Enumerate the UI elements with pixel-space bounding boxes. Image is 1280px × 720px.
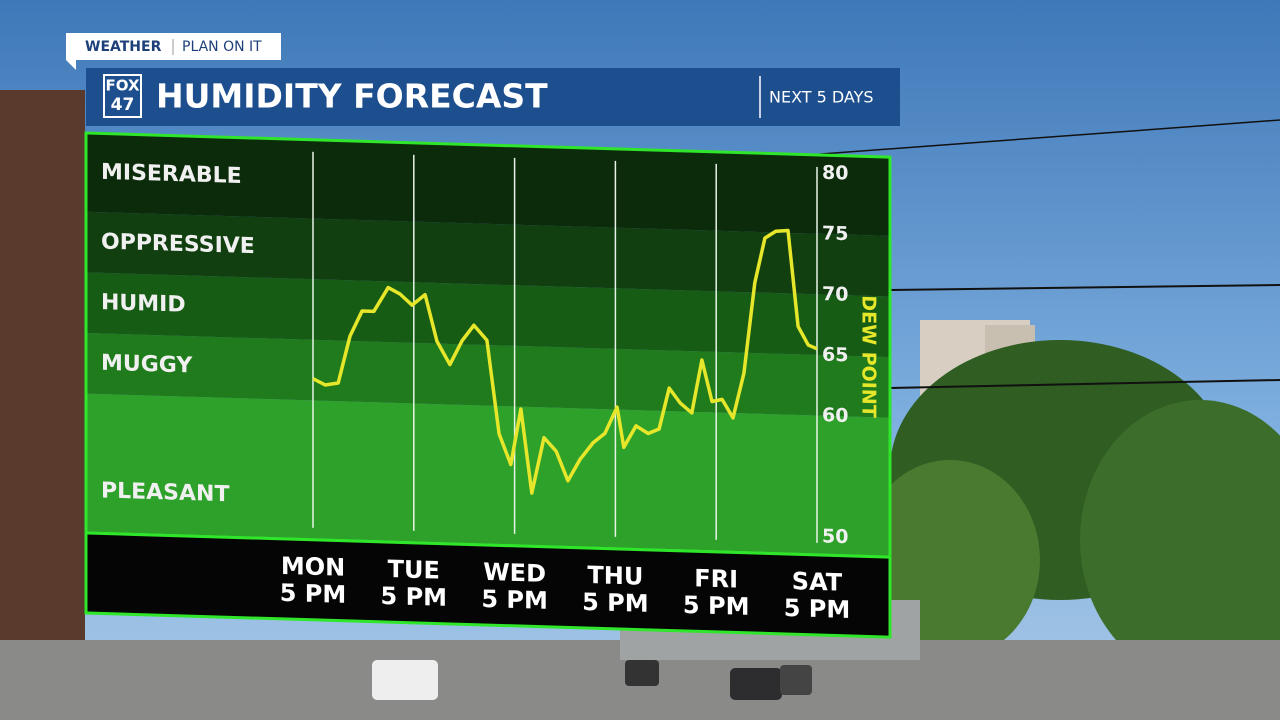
x-tick-label: 5 PM (683, 591, 750, 621)
x-tick-label: WED (483, 558, 546, 588)
y-tick-label: 80 (822, 162, 848, 185)
y-tick-label: 75 (822, 222, 848, 245)
band-label: OPPRESSIVE (101, 230, 255, 260)
chart-title: HUMIDITY FORECAST (156, 77, 548, 116)
chart-panel: PLEASANT MUGGY HUMID OPPRESSIVE MISERABLE MON… (84, 131, 892, 639)
tagline: PLAN ON IT (182, 39, 262, 55)
y-tick-label: 60 (822, 404, 848, 427)
x-tick-label: 5 PM (280, 579, 347, 609)
comfort-band (86, 393, 890, 558)
y-tick-label: 65 (822, 344, 848, 367)
x-tick-label: MON (281, 552, 345, 582)
comfort-band (86, 133, 890, 236)
band-label: MUGGY (101, 351, 193, 379)
x-tick-label: THU (587, 561, 643, 591)
dew-point-line (312, 228, 818, 495)
comfort-band (86, 333, 890, 418)
x-tick-label: 5 PM (481, 585, 548, 615)
chart-subtitle: NEXT 5 DAYS (769, 88, 874, 107)
brand: WEATHER (85, 39, 162, 55)
x-tick-label: 5 PM (582, 588, 649, 618)
street-background (0, 90, 1280, 720)
comfort-band (86, 211, 890, 297)
x-tick-label: 5 PM (784, 594, 851, 624)
band-label: MISERABLE (101, 160, 242, 189)
x-tick-label: 5 PM (381, 582, 448, 612)
x-tick-label: FRI (694, 564, 738, 593)
band-label: PLEASANT (101, 478, 229, 507)
title-bar (86, 68, 900, 126)
band-label: HUMID (101, 290, 186, 318)
comfort-band (86, 272, 890, 358)
y-tick-label: 70 (822, 283, 848, 306)
x-tick-label: SAT (792, 567, 843, 597)
logo-text: 47 (111, 95, 135, 115)
brand-tab-tail (66, 60, 76, 70)
y-tick-label: 50 (822, 525, 848, 548)
label-strip (84, 531, 892, 639)
header: WEATHER PLAN ON IT FOX 47 HUMIDITY FOREC… (66, 33, 900, 126)
y-axis-label: DEW POINT (858, 295, 880, 418)
logo-text: FOX (105, 77, 139, 95)
logo-box (103, 74, 142, 118)
x-tick-label: TUE (388, 555, 440, 585)
